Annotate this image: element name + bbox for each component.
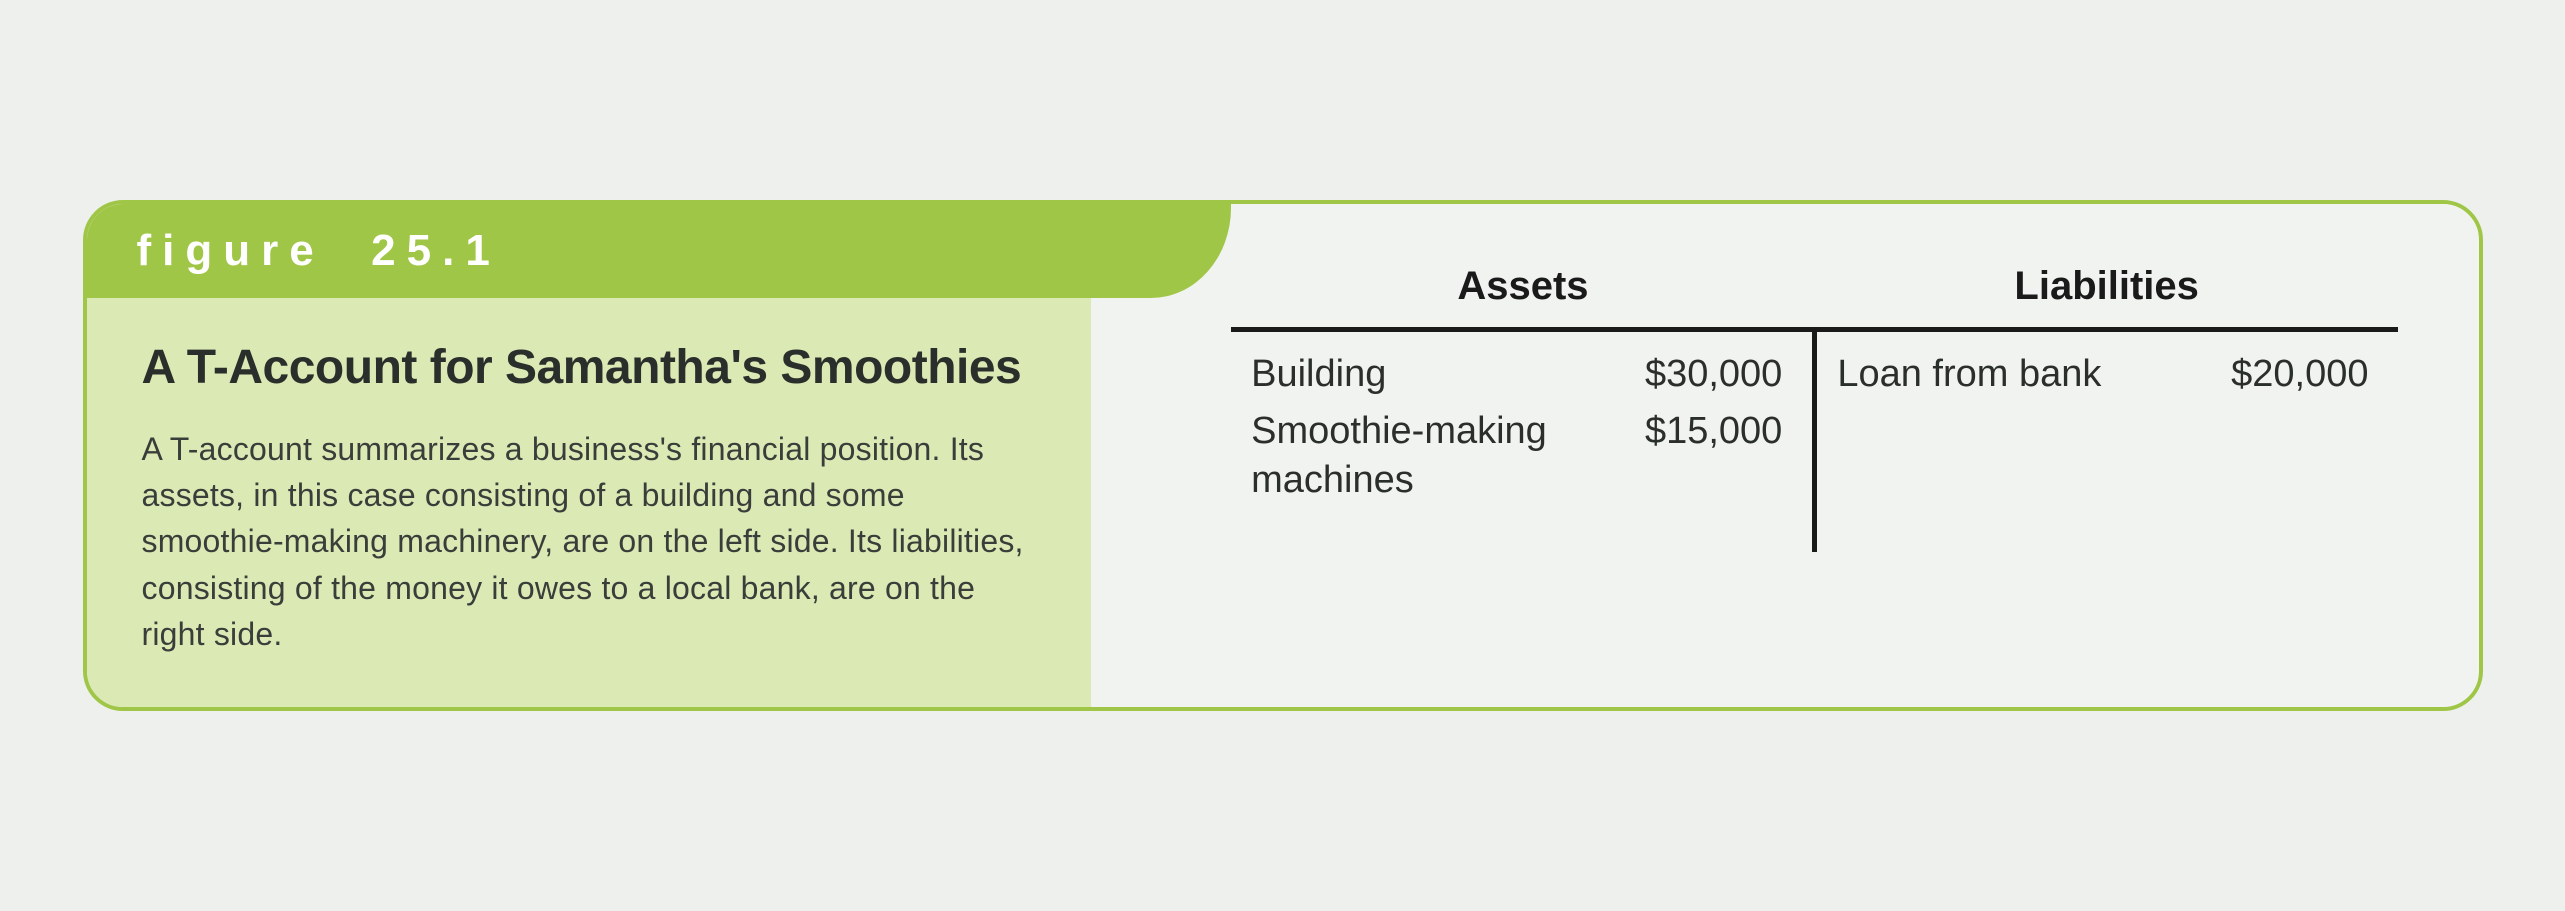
figure-left-panel: figure 25.1 A T-Account for Samantha's S… (87, 204, 1092, 708)
t-account-body: Building $30,000 Smoothie-making machine… (1231, 332, 2398, 552)
figure-caption: A T-account summarizes a business's fina… (142, 426, 1032, 658)
figure-label: figure 25.1 (137, 226, 501, 275)
asset-value: $15,000 (1645, 407, 1782, 456)
asset-row: Smoothie-making machines $15,000 (1251, 407, 1782, 506)
figure-right-panel: Assets Liabilities Building $30,000 Smoo… (1091, 204, 2478, 708)
t-account-assets-column: Building $30,000 Smoothie-making machine… (1231, 332, 1817, 552)
t-account-liabilities-column: Loan from bank $20,000 (1817, 332, 2398, 552)
figure-label-tab: figure 25.1 (87, 204, 1092, 298)
asset-value: $30,000 (1645, 350, 1782, 399)
t-account-header-assets: Assets (1231, 264, 1815, 327)
figure-box: figure 25.1 A T-Account for Samantha's S… (83, 200, 2483, 712)
t-account-header-row: Assets Liabilities (1231, 264, 2398, 332)
figure-tab-curve (951, 204, 1231, 298)
figure-left-content: A T-Account for Samantha's Smoothies A T… (87, 298, 1092, 658)
asset-row: Building $30,000 (1251, 350, 1782, 399)
liability-row: Loan from bank $20,000 (1837, 350, 2368, 399)
asset-label: Building (1251, 350, 1645, 399)
liability-label: Loan from bank (1837, 350, 2231, 399)
t-account: Assets Liabilities Building $30,000 Smoo… (1231, 264, 2398, 552)
liability-value: $20,000 (2231, 350, 2368, 399)
figure-title: A T-Account for Samantha's Smoothies (142, 338, 1032, 398)
asset-label: Smoothie-making machines (1251, 407, 1645, 506)
t-account-header-liabilities: Liabilities (1815, 264, 2399, 327)
